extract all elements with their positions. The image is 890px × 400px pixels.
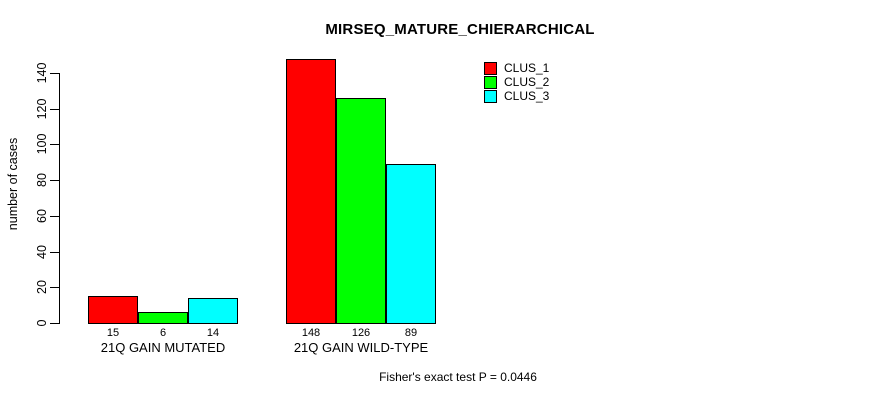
bar-value-label: 89 <box>404 327 418 339</box>
y-tick <box>50 144 59 145</box>
category-label: 21Q GAIN WILD-TYPE <box>293 340 429 355</box>
y-tick-label: 80 <box>35 173 49 187</box>
bar-clus_1-group1 <box>88 296 138 324</box>
y-tick-label: 40 <box>35 245 49 259</box>
y-tick-label: 120 <box>35 98 49 120</box>
legend-swatch-icon <box>484 61 497 75</box>
y-tick <box>50 287 59 288</box>
y-axis-line <box>59 73 60 324</box>
y-tick <box>50 323 59 324</box>
legend-item-clus_2: CLUS_2 <box>484 75 549 89</box>
legend-item-clus_1: CLUS_1 <box>484 61 549 75</box>
bar-value-label: 126 <box>351 327 371 339</box>
y-tick-label: 0 <box>35 319 49 327</box>
bar-value-label: 6 <box>159 327 167 339</box>
bar-clus_2-group1 <box>138 312 188 324</box>
legend: CLUS_1 CLUS_2 CLUS_3 <box>484 61 549 103</box>
y-tick <box>50 180 59 181</box>
legend-item-clus_3: CLUS_3 <box>484 89 549 103</box>
bar-clus_1-group2 <box>286 59 336 324</box>
legend-label: CLUS_2 <box>504 75 550 89</box>
chart-title: MIRSEQ_MATURE_CHIERARCHICAL <box>325 21 595 38</box>
bar-value-label: 148 <box>301 327 321 339</box>
legend-swatch-icon <box>484 75 497 89</box>
y-tick-label: 140 <box>35 62 49 84</box>
bar-value-label: 14 <box>206 327 220 339</box>
legend-swatch-icon <box>484 89 497 103</box>
y-tick <box>50 216 59 217</box>
y-tick <box>50 73 59 74</box>
y-tick-label: 20 <box>35 280 49 294</box>
legend-label: CLUS_3 <box>504 89 550 103</box>
bar-clus_3-group1 <box>188 298 238 324</box>
y-tick-label: 60 <box>35 209 49 223</box>
bar-value-label: 15 <box>106 327 120 339</box>
stat-annotation: Fisher's exact test P = 0.0446 <box>379 370 537 384</box>
legend-label: CLUS_1 <box>504 61 550 75</box>
bar-clus_3-group2 <box>386 164 436 324</box>
bar-clus_2-group2 <box>336 98 386 324</box>
y-tick <box>50 252 59 253</box>
category-label: 21Q GAIN MUTATED <box>100 340 226 355</box>
y-tick <box>50 109 59 110</box>
y-tick-label: 100 <box>35 133 49 155</box>
